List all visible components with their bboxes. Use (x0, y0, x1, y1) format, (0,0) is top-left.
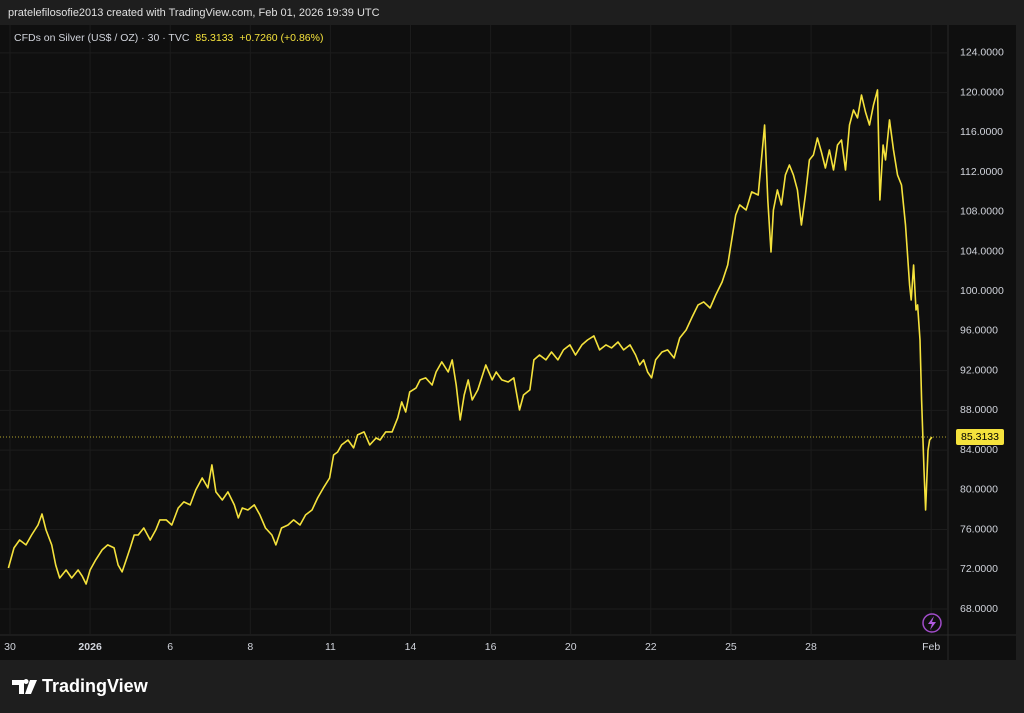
x-tick-label: 25 (725, 641, 737, 653)
alert-bolt[interactable] (928, 616, 936, 630)
logo-text: TradingView (42, 676, 149, 696)
y-tick-label: 80.0000 (960, 484, 998, 496)
y-tick-label: 88.0000 (960, 404, 998, 416)
y-tick-label: 104.0000 (960, 245, 1004, 257)
y-tick-label: 100.0000 (960, 285, 1004, 297)
y-tick-label: 84.0000 (960, 444, 998, 456)
y-tick-label: 112.0000 (960, 166, 1003, 178)
y-tick-label: 96.0000 (960, 325, 998, 337)
x-tick-label: 30 (4, 641, 16, 653)
x-tick-label: Feb (922, 641, 940, 653)
chart-pane (0, 25, 1016, 660)
logo-mark (12, 679, 37, 694)
x-tick-label: 14 (405, 641, 417, 653)
y-tick-label: 120.0000 (960, 86, 1004, 98)
x-tick-label: 11 (325, 641, 336, 653)
y-tick-label: 116.0000 (960, 126, 1003, 138)
y-tick-label: 124.0000 (960, 47, 1004, 59)
legend-last: 85.3133 (195, 32, 233, 44)
price-line-series (7, 89, 933, 585)
x-tick-label: 16 (485, 641, 497, 653)
alert-circle[interactable] (922, 613, 942, 633)
x-tick-label: 28 (805, 641, 817, 653)
logo: TradingView (12, 676, 149, 696)
x-tick-label: 2026 (78, 641, 102, 653)
grid (0, 25, 948, 635)
last-price-box (956, 429, 1004, 446)
y-tick-label: 68.0000 (960, 603, 998, 615)
y-tick-label: 72.0000 (960, 563, 998, 575)
header-text: pratelefilosofie2013 created with Tradin… (8, 7, 380, 19)
x-tick-label: 20 (565, 641, 577, 653)
x-tick-label: 6 (167, 641, 173, 653)
y-tick-label: 92.0000 (960, 364, 998, 376)
legend-symbol: CFDs on Silver (US$ / OZ) · 30 · TVC (14, 32, 190, 44)
legend-change: +0.7260 (+0.86%) (239, 32, 323, 44)
y-tick-label: 108.0000 (960, 206, 1004, 218)
alert-icon[interactable] (922, 613, 942, 633)
y-tick-label: 76.0000 (960, 523, 998, 535)
last-price-label: 85.3133 (961, 431, 999, 443)
x-tick-label: 8 (247, 641, 253, 653)
x-tick-label: 22 (645, 641, 657, 653)
